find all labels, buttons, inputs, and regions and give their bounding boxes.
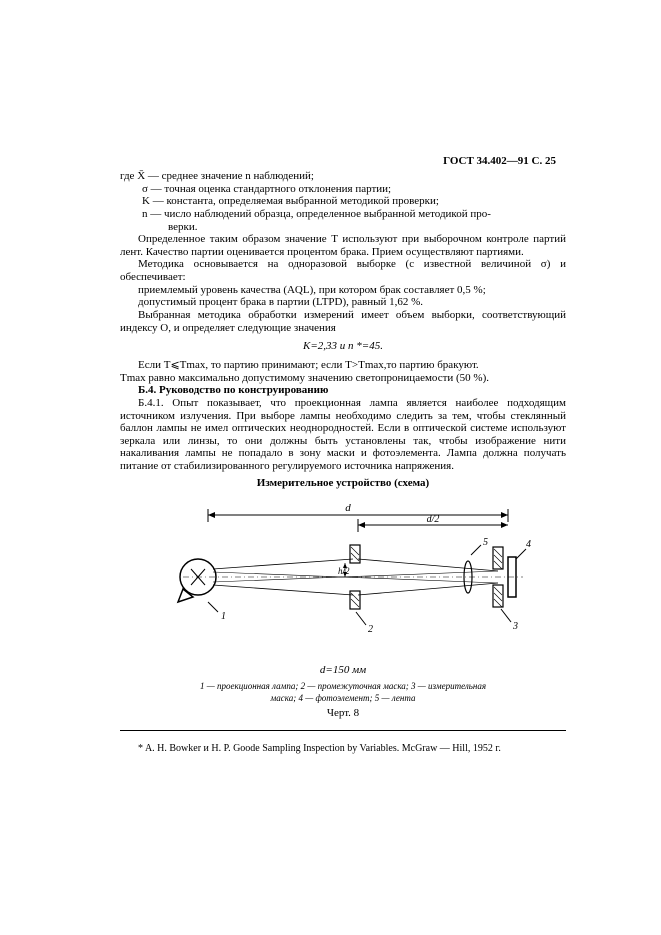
- para-5: Выбранная методика обработки измерений и…: [120, 309, 566, 334]
- label-4: 4: [526, 539, 531, 550]
- para-1: Определенное таким образом значение T ис…: [120, 233, 566, 258]
- diagram-title: Измерительное устройство (схема): [120, 477, 566, 490]
- footnote-separator: [120, 730, 566, 731]
- para-3: приемлемый уровень качества (AQL), при к…: [120, 284, 566, 297]
- dimension-text: d=150 мм: [120, 664, 566, 677]
- def-k: K — константа, определяемая выбранной ме…: [120, 195, 566, 208]
- page-header: ГОСТ 34.402—91 С. 25: [443, 155, 556, 168]
- diagram: d d/2 1: [120, 497, 566, 656]
- def-x: где X̄ — среднее значение n наблюдений;: [120, 170, 566, 183]
- diagram-svg: d d/2 1: [153, 497, 533, 652]
- def-sigma: σ — точная оценка стандартного отклонени…: [120, 183, 566, 196]
- footnote: * A. H. Bowker и H. P. Goode Sampling In…: [120, 743, 566, 755]
- def-n: n — число наблюдений образца, определенн…: [120, 208, 566, 221]
- para-4: допустимый процент брака в партии (LTPD)…: [120, 296, 566, 309]
- para-2: Методика основывается на одноразовой выб…: [120, 258, 566, 283]
- label-2: 2: [368, 624, 373, 635]
- d-label: d: [345, 502, 351, 514]
- footnote-text: * A. H. Bowker и H. P. Goode Sampling In…: [120, 743, 566, 755]
- section-b4: Б.4. Руководство по конструированию: [120, 384, 566, 397]
- para-6a: Если T⩽Tmax, то партию принимают; если T…: [120, 359, 566, 372]
- def-prefix: где: [120, 170, 137, 182]
- caption-line1: 1 — проекционная лампа; 2 — промежуточна…: [120, 681, 566, 691]
- formula-1: K=2,33 и n *=45.: [120, 340, 566, 353]
- para-6b: Tmax равно максимально допустимому значе…: [120, 372, 566, 385]
- caption-line2: маска; 4 — фотоэлемент; 5 — лента: [120, 693, 566, 703]
- label-3: 3: [512, 621, 518, 632]
- label-1: 1: [221, 611, 226, 622]
- para-7: Б.4.1. Опыт показывает, что проекционная…: [120, 397, 566, 473]
- definitions-block: где X̄ — среднее значение n наблюдений; …: [120, 170, 566, 233]
- label-5: 5: [483, 537, 488, 548]
- d2-label: d/2: [427, 514, 440, 525]
- figure-label: Черт. 8: [120, 707, 566, 720]
- def-n2: верки.: [120, 221, 566, 234]
- page-content: ГОСТ 34.402—91 С. 25 где X̄ — среднее зн…: [0, 0, 661, 804]
